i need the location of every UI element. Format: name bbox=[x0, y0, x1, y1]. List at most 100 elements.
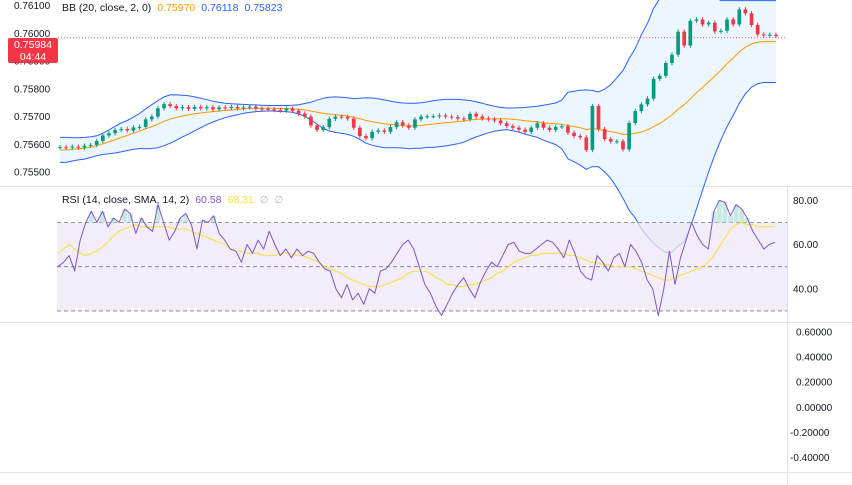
candle-body bbox=[498, 120, 503, 124]
candle-body bbox=[443, 115, 448, 117]
candle-body bbox=[578, 136, 583, 138]
candle-body bbox=[761, 34, 766, 36]
candle-body bbox=[670, 54, 674, 64]
candle-body bbox=[535, 123, 540, 128]
rsi-flag-2: ∅ bbox=[274, 194, 284, 206]
candle-body bbox=[712, 22, 717, 32]
candle-body bbox=[719, 30, 723, 32]
candle-body bbox=[541, 123, 546, 128]
rsi-axis-label: 60.00 bbox=[793, 240, 818, 251]
candle-body bbox=[645, 98, 650, 105]
rsi-sma-value: 68.31 bbox=[227, 194, 254, 206]
candle-body bbox=[205, 107, 209, 109]
candle-body bbox=[621, 141, 625, 150]
candle-body bbox=[566, 126, 570, 133]
candle-body bbox=[425, 116, 430, 118]
price-axis-label: 0.75700 bbox=[14, 112, 51, 123]
empty-axis-label: 0.40000 bbox=[796, 353, 833, 364]
candle-body bbox=[627, 122, 631, 150]
candle-body bbox=[229, 106, 234, 108]
candle-body bbox=[266, 108, 270, 110]
candle-body bbox=[639, 104, 644, 112]
candle-body bbox=[694, 19, 699, 21]
candle-body bbox=[737, 9, 742, 25]
empty-axis-label: 0.00000 bbox=[796, 403, 833, 414]
candle-body bbox=[511, 126, 515, 128]
candle-body bbox=[755, 24, 760, 35]
candle-body bbox=[241, 107, 246, 109]
candle-body bbox=[572, 132, 576, 137]
candle-body bbox=[523, 129, 527, 132]
candle-body bbox=[700, 19, 705, 25]
candle-body bbox=[192, 106, 197, 109]
rsi-legend[interactable]: RSI (14, close, SMA, 14, 2) 60.58 68.31 … bbox=[62, 194, 283, 206]
candle-body bbox=[388, 127, 393, 132]
bb-indicator-name: BB (20, close, 2, 0) bbox=[62, 2, 152, 14]
candle-body bbox=[149, 116, 154, 120]
rsi-flag-1: ∅ bbox=[259, 194, 269, 206]
empty-axis-label: -0.40000 bbox=[790, 453, 830, 464]
candle-body bbox=[706, 22, 711, 25]
candle-body bbox=[731, 19, 735, 25]
bb-basis-line bbox=[60, 41, 776, 151]
empty-axis-label: -0.20000 bbox=[790, 428, 830, 439]
candle-body bbox=[602, 129, 607, 140]
price-axis-label: 0.75600 bbox=[14, 140, 51, 151]
candle-body bbox=[492, 119, 497, 121]
rsi-overbought-fill bbox=[88, 200, 750, 223]
candle-body bbox=[339, 116, 344, 118]
candle-body bbox=[107, 133, 111, 136]
empty-axis-label: 0.60000 bbox=[796, 328, 833, 339]
candle-body bbox=[449, 116, 454, 118]
candle-body bbox=[309, 116, 313, 126]
bb-upper-line bbox=[60, 0, 776, 139]
price-axis-label: 0.75800 bbox=[14, 84, 51, 95]
rsi-pane[interactable]: 80.00 60.00 40.00 bbox=[57, 196, 818, 316]
candle-body bbox=[486, 118, 491, 120]
rsi-indicator-name: RSI (14, close, SMA, 14, 2) bbox=[62, 194, 190, 206]
candle-body bbox=[88, 144, 93, 146]
candle-body bbox=[517, 127, 521, 130]
rsi-axis-label: 80.00 bbox=[793, 196, 818, 207]
rsi-value: 60.58 bbox=[195, 194, 222, 206]
candle-body bbox=[247, 106, 252, 108]
candle-body bbox=[774, 34, 778, 37]
candle-body bbox=[688, 20, 693, 46]
rsi-axis-label: 40.00 bbox=[793, 284, 818, 295]
candle-body bbox=[156, 108, 160, 117]
candle-body bbox=[376, 130, 381, 132]
candle-body bbox=[413, 119, 417, 128]
bb-lower-value: 0.75823 bbox=[244, 2, 283, 14]
empty-pane[interactable]: 0.60000 0.40000 0.20000 0.00000 -0.20000 -0.4… bbox=[0, 187, 852, 485]
candle-body bbox=[590, 106, 595, 150]
candle-body bbox=[633, 111, 638, 123]
candle-body bbox=[119, 129, 124, 131]
candle-body bbox=[547, 127, 552, 130]
candle-body bbox=[676, 31, 680, 55]
price-axis-label: 0.75500 bbox=[14, 168, 51, 179]
candle-body bbox=[437, 115, 442, 117]
price-pane[interactable]: 0.761000.760000.759000.758000.757000.756… bbox=[0, 0, 852, 254]
candle-body bbox=[180, 107, 185, 109]
candle-body bbox=[657, 75, 662, 79]
candle-body bbox=[559, 126, 564, 128]
bb-band-fill bbox=[60, 0, 776, 253]
candle-body bbox=[615, 141, 619, 143]
candle-body bbox=[682, 31, 687, 46]
candle-body bbox=[749, 13, 754, 25]
candle-body bbox=[394, 122, 399, 128]
candle-body bbox=[474, 113, 478, 117]
bb-legend[interactable]: BB (20, close, 2, 0) 0.75970 0.76118 0.7… bbox=[62, 2, 282, 14]
candle-body bbox=[168, 104, 172, 107]
candle-body bbox=[94, 141, 99, 145]
candle-body bbox=[162, 104, 166, 109]
candle-body bbox=[64, 147, 68, 149]
candle-body bbox=[278, 109, 283, 111]
candle-body bbox=[351, 118, 356, 128]
candle-body bbox=[608, 139, 613, 142]
candle-body bbox=[290, 108, 295, 111]
candle-body bbox=[76, 146, 81, 148]
candle-body bbox=[253, 106, 258, 109]
candle-body bbox=[382, 130, 387, 132]
